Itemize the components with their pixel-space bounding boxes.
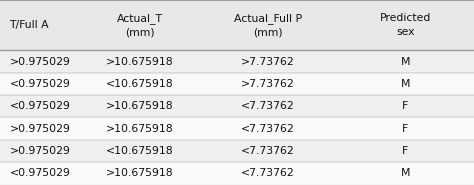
Text: (mm): (mm): [253, 27, 283, 37]
Text: M: M: [401, 168, 410, 179]
Text: Actual_T: Actual_T: [117, 13, 163, 23]
Text: (mm): (mm): [125, 27, 155, 37]
Text: <10.675918: <10.675918: [106, 146, 173, 156]
Bar: [0, 50, 474, 73]
Text: <10.675918: <10.675918: [106, 79, 173, 89]
Text: >7.73762: >7.73762: [241, 56, 295, 67]
Text: >7.73762: >7.73762: [241, 79, 295, 89]
Text: Actual_Full P: Actual_Full P: [234, 13, 302, 23]
Text: >0.975029: >0.975029: [9, 56, 70, 67]
Text: M: M: [401, 56, 410, 67]
Text: >10.675918: >10.675918: [106, 56, 173, 67]
Text: <7.73762: <7.73762: [241, 146, 295, 156]
Text: Predicted: Predicted: [380, 13, 431, 23]
Text: T/Full A: T/Full A: [9, 20, 49, 30]
Text: F: F: [402, 124, 409, 134]
Bar: [0, 117, 474, 140]
Text: <7.73762: <7.73762: [241, 168, 295, 179]
Text: >0.975029: >0.975029: [9, 124, 70, 134]
Text: <7.73762: <7.73762: [241, 124, 295, 134]
Text: <0.975029: <0.975029: [9, 79, 70, 89]
Text: >10.675918: >10.675918: [106, 124, 173, 134]
Bar: [0, 140, 474, 162]
Text: <0.975029: <0.975029: [9, 168, 70, 179]
Text: >10.675918: >10.675918: [106, 101, 173, 111]
Text: <7.73762: <7.73762: [241, 101, 295, 111]
Text: F: F: [402, 146, 409, 156]
Text: sex: sex: [396, 27, 415, 37]
Text: M: M: [401, 79, 410, 89]
Text: >10.675918: >10.675918: [106, 168, 173, 179]
Text: >0.975029: >0.975029: [9, 146, 70, 156]
Bar: [0, 73, 474, 95]
Bar: [0, 95, 474, 117]
Bar: [0, 162, 474, 185]
Text: <0.975029: <0.975029: [9, 101, 70, 111]
Text: F: F: [402, 101, 409, 111]
Bar: [0, 0, 474, 50]
